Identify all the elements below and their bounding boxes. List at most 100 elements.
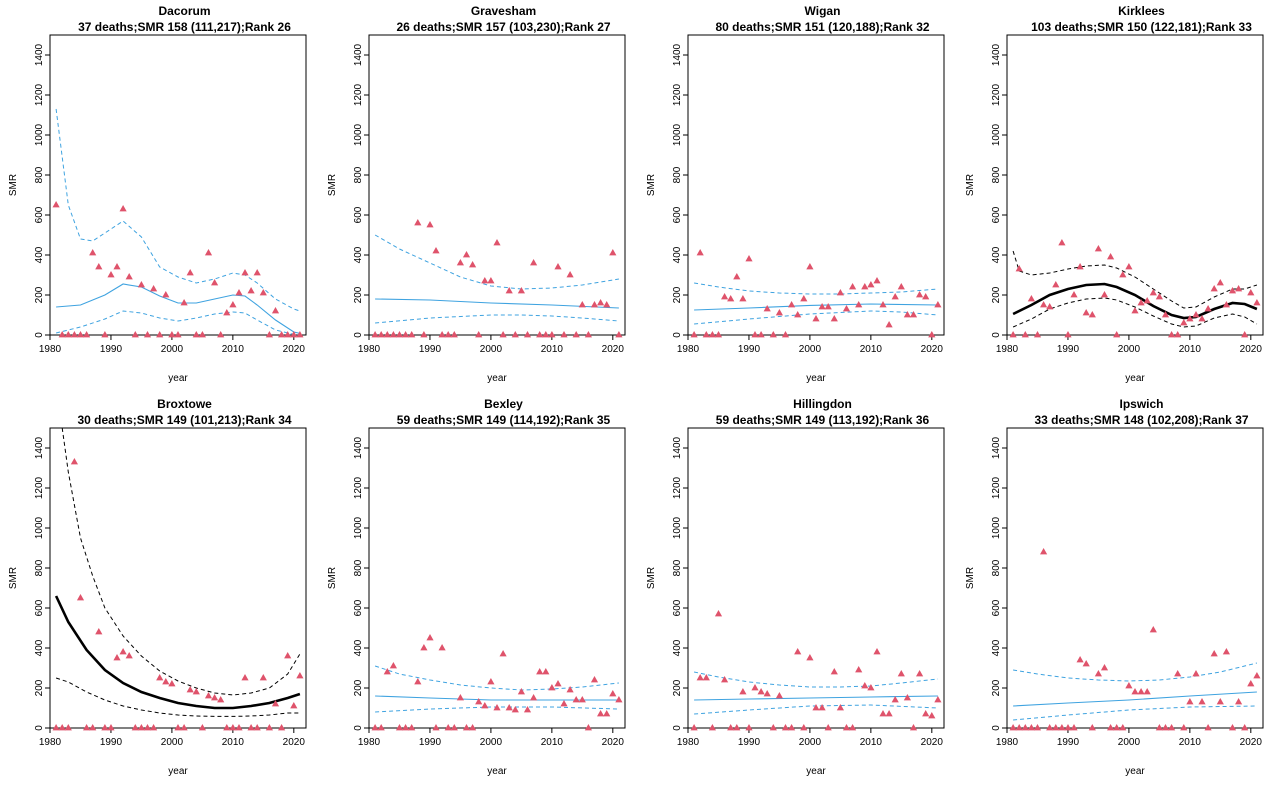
data-point	[211, 694, 219, 701]
data-point	[1131, 688, 1139, 695]
y-tick-label: 1400	[991, 43, 1002, 66]
data-point	[584, 331, 592, 338]
data-point	[420, 644, 428, 651]
data-point	[450, 331, 458, 338]
data-point	[873, 277, 881, 284]
panel-hillingdon: Hillingdon 59 deaths;SMR 149 (113,192);R…	[638, 393, 957, 786]
data-point	[469, 261, 477, 268]
data-point	[1186, 698, 1194, 705]
data-point	[420, 331, 428, 338]
panel-broxtowe: Broxtowe 30 deaths;SMR 149 (101,213);Ran…	[0, 393, 319, 786]
data-point	[1241, 724, 1249, 731]
y-tick-label: 400	[672, 639, 683, 656]
y-tick-label: 1000	[672, 516, 683, 539]
data-point	[371, 331, 379, 338]
data-point	[389, 662, 397, 669]
plot-frame	[1006, 427, 1264, 729]
data-point	[402, 724, 410, 731]
data-point	[696, 249, 704, 256]
data-point	[1143, 688, 1151, 695]
data-point	[284, 331, 292, 338]
data-point	[554, 263, 562, 270]
data-point	[721, 676, 729, 683]
data-point	[229, 301, 237, 308]
data-point	[897, 670, 905, 677]
y-tick-label: 1200	[672, 476, 683, 499]
data-point	[1021, 724, 1029, 731]
data-point	[456, 259, 464, 266]
y-tick-label: 200	[34, 286, 45, 303]
data-point	[1222, 301, 1230, 308]
data-point	[456, 694, 464, 701]
data-point	[217, 696, 225, 703]
data-point	[475, 331, 483, 338]
x-tick-label: 2010	[1179, 737, 1202, 748]
data-point	[119, 648, 127, 655]
plot-svg: 0 200 400 600 800 1000 1200 1400 1980 1990 2000 201…	[8, 34, 307, 384]
data-point	[131, 331, 139, 338]
data-point	[211, 279, 219, 286]
data-point	[511, 331, 519, 338]
data-point	[690, 724, 698, 731]
y-tick-label: 0	[34, 332, 45, 338]
y-tick-label: 200	[353, 679, 364, 696]
data-point	[1216, 698, 1224, 705]
data-point	[855, 666, 863, 673]
data-point	[168, 331, 176, 338]
data-point	[1253, 299, 1261, 306]
data-point	[1113, 724, 1121, 731]
data-point	[739, 295, 747, 302]
data-point	[76, 594, 85, 601]
data-point	[83, 331, 91, 338]
upper-ci-line	[55, 108, 301, 312]
data-point	[253, 269, 261, 276]
data-point	[714, 331, 723, 338]
data-point	[879, 710, 887, 717]
data-point	[727, 724, 735, 731]
data-point	[1119, 271, 1127, 278]
data-point	[1119, 724, 1127, 731]
data-point	[1064, 331, 1072, 338]
y-tick-label: 800	[672, 559, 683, 576]
lower-ci-line	[1012, 297, 1258, 328]
data-point	[849, 283, 857, 290]
data-point	[284, 652, 292, 659]
data-point	[1052, 281, 1060, 288]
data-point	[590, 676, 599, 683]
data-point	[1064, 724, 1072, 731]
data-point	[371, 724, 379, 731]
x-tick-label: 2010	[860, 344, 883, 355]
data-point	[842, 724, 851, 731]
data-point	[1094, 245, 1102, 252]
data-point	[702, 674, 710, 681]
data-point	[64, 331, 72, 338]
y-tick-label: 600	[672, 206, 683, 223]
panel-kirklees: Kirklees 103 deaths;SMR 150 (122,181);Ra…	[957, 0, 1276, 393]
data-point	[867, 684, 875, 691]
fit-line	[694, 303, 938, 311]
data-point	[830, 315, 838, 322]
data-point	[530, 694, 538, 701]
y-tick-label: 1400	[34, 43, 45, 66]
plot-frame	[687, 427, 945, 729]
data-point	[1046, 724, 1054, 731]
data-point	[781, 331, 790, 338]
data-point	[180, 299, 188, 306]
data-point	[58, 331, 66, 338]
panel-subtitle: 33 deaths;SMR 148 (102,208);Rank 37	[1034, 413, 1249, 427]
data-point	[52, 201, 60, 208]
data-point	[836, 704, 844, 711]
data-point	[800, 295, 808, 302]
panel-wigan: Wigan 80 deaths;SMR 151 (120,188);Rank 3…	[638, 0, 957, 393]
data-point	[1149, 289, 1157, 296]
data-point	[849, 724, 857, 731]
x-axis-label: year	[487, 373, 507, 384]
data-point	[186, 269, 194, 276]
plot-svg: 0 200 400 600 800 1000 1200 1400 1980 1990 2000 201…	[646, 34, 945, 384]
data-point	[763, 305, 771, 312]
y-tick-label: 800	[34, 559, 45, 576]
data-point	[1046, 303, 1054, 310]
data-point	[426, 221, 434, 228]
x-tick-label: 1990	[738, 737, 761, 748]
y-axis-label: SMR	[646, 567, 657, 589]
